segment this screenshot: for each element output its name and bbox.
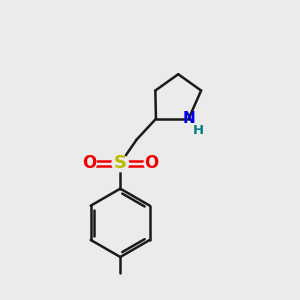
Circle shape	[144, 156, 159, 171]
Text: H: H	[193, 124, 204, 136]
Circle shape	[112, 155, 129, 172]
Text: N: N	[182, 111, 195, 126]
Text: S: S	[114, 154, 127, 172]
Circle shape	[82, 156, 97, 171]
Text: O: O	[144, 154, 159, 172]
Text: O: O	[82, 154, 96, 172]
